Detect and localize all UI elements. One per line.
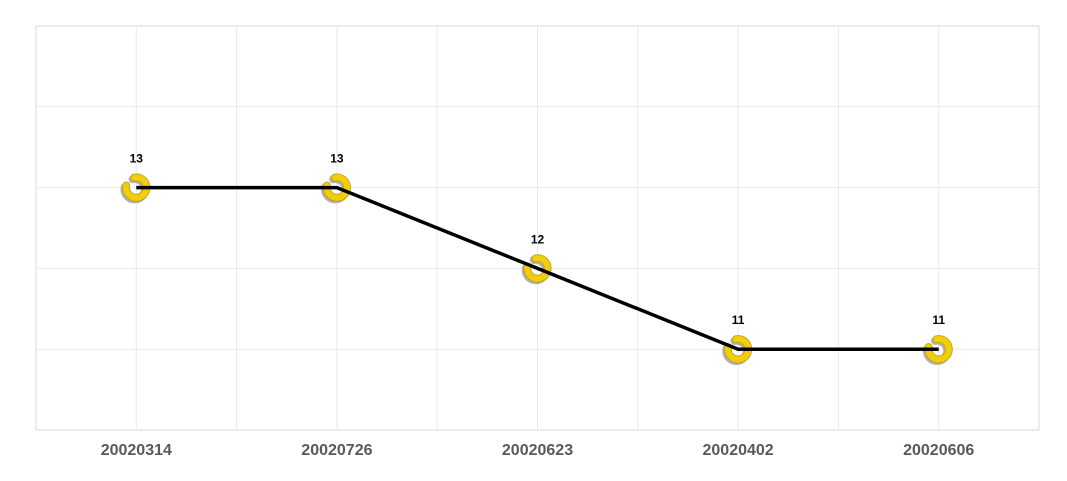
point-value-label: 11 (732, 313, 745, 327)
x-axis-label: 20020402 (703, 442, 774, 459)
point-value-label: 13 (330, 152, 344, 166)
point-value-label: 12 (531, 232, 545, 246)
point-marker (123, 174, 150, 201)
x-axis-label: 20020726 (301, 442, 372, 459)
point-marker (524, 255, 551, 282)
x-axis-label: 20020606 (903, 442, 974, 459)
point-marker (925, 336, 952, 363)
point-marker (323, 174, 351, 201)
series-line (136, 185, 939, 351)
x-axis-label: 20020314 (101, 442, 172, 459)
point-value-label: 11 (932, 313, 945, 327)
point-marker (724, 336, 752, 363)
x-axis-label: 20020623 (502, 442, 573, 459)
point-value-label: 13 (130, 152, 144, 166)
